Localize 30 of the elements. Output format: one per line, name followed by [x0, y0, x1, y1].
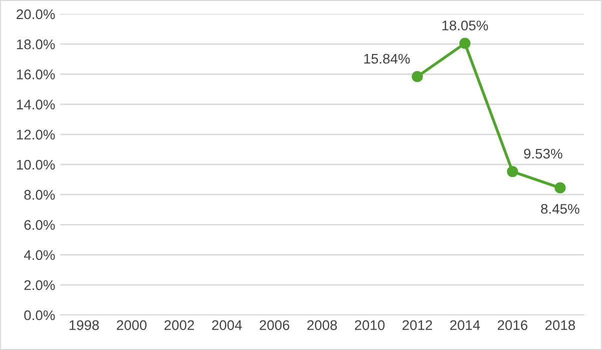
- y-tick-label: 20.0%: [16, 9, 55, 20]
- x-tick-label: 2006: [260, 320, 290, 330]
- x-tick-label: 1998: [70, 320, 99, 330]
- x-tick-label: 2002: [164, 320, 194, 330]
- x-tick-label: 2016: [498, 320, 528, 330]
- x-tick-label: 2014: [450, 320, 480, 330]
- y-tick-label: 16.0%: [17, 70, 55, 80]
- x-tick-label: 2004: [212, 320, 242, 330]
- x-tick-label: 2008: [307, 320, 337, 330]
- y-tick-label: 4.0%: [24, 250, 55, 260]
- y-tick-label: 6.0%: [24, 220, 55, 230]
- data-label: 15.84%: [364, 54, 410, 64]
- y-tick-label: 0.0%: [24, 310, 55, 320]
- point: [459, 38, 470, 49]
- y-tick-label: 12.0%: [17, 130, 55, 140]
- x-tick-label: 2018: [545, 320, 575, 330]
- data-label: 9.53%: [524, 148, 562, 159]
- y-tick-label: 18.0%: [17, 39, 55, 50]
- data-label: 18.05%: [442, 20, 488, 30]
- data-label: 8.45%: [541, 204, 580, 214]
- x-tick-label: 2010: [354, 320, 385, 330]
- point: [554, 182, 566, 194]
- y-tick-label: 10.0%: [17, 160, 55, 170]
- y-tick-label: 8.0%: [24, 190, 55, 200]
- x-tick-label: 2012: [402, 320, 432, 330]
- y-tick-label: 2.0%: [24, 280, 55, 290]
- x-tick-label: 2000: [116, 320, 147, 330]
- y-tick-label: 14.0%: [17, 100, 55, 110]
- point: [506, 166, 518, 178]
- point: [412, 71, 423, 82]
